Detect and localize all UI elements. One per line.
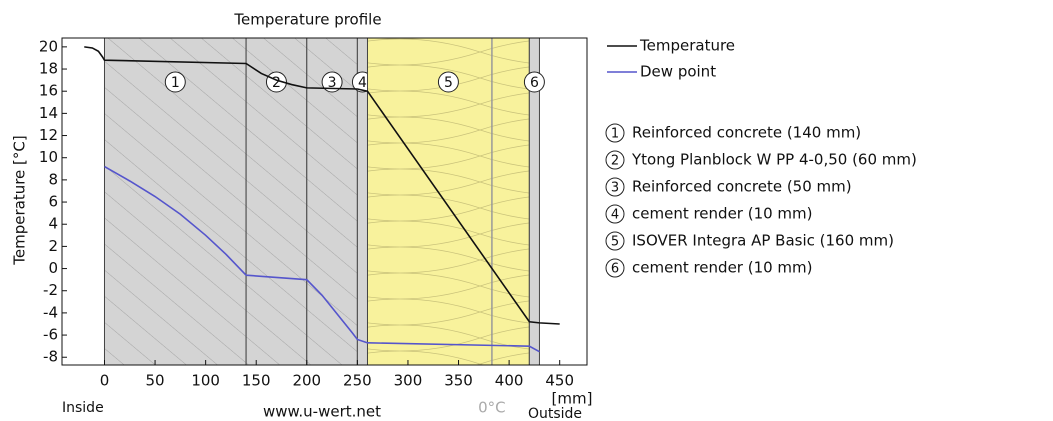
y-tick-label: 2 xyxy=(48,237,58,255)
layer-hatch xyxy=(306,38,358,365)
legend-layer-number: 5 xyxy=(611,235,619,250)
layer-number: 5 xyxy=(444,75,453,91)
legend-layer-label: cement render (10 mm) xyxy=(632,259,813,277)
layer-number: 6 xyxy=(530,75,539,91)
y-tick-label: 12 xyxy=(39,126,58,144)
y-tick-label: 16 xyxy=(39,82,58,100)
plot-frame xyxy=(61,37,588,366)
legend-layer-number: 6 xyxy=(611,262,619,277)
layer xyxy=(529,38,540,365)
y-tick-label: 20 xyxy=(39,37,58,55)
legend-layer-number: 2 xyxy=(611,154,619,169)
layer-number-circle xyxy=(523,71,545,93)
legend-layer-circle xyxy=(605,150,625,170)
legend-layer-number: 3 xyxy=(611,181,619,196)
x-tick-label: 150 xyxy=(242,372,271,390)
inside-label: Inside xyxy=(62,400,104,416)
layer-number: 1 xyxy=(171,75,180,91)
legend-label: Temperature xyxy=(639,37,735,55)
y-tick-label: 14 xyxy=(39,104,58,122)
layer-number-circle xyxy=(265,71,287,93)
y-axis-label: Temperature [°C] xyxy=(11,135,29,265)
y-tick-label: 8 xyxy=(48,170,58,188)
legend-layer-label: ISOVER Integra AP Basic (160 mm) xyxy=(632,232,894,250)
y-tick-label: -6 xyxy=(43,326,58,344)
legend-layer-circle xyxy=(605,258,625,278)
legend-layer-label: Reinforced concrete (50 mm) xyxy=(632,178,852,196)
x-tick-label: 250 xyxy=(343,372,372,390)
x-tick-label: 300 xyxy=(394,372,423,390)
y-tick-label: 10 xyxy=(39,148,58,166)
x-tick-label: 100 xyxy=(191,372,220,390)
x-tick-label: 50 xyxy=(146,372,165,390)
y-tick-label: 6 xyxy=(48,193,58,211)
legend-layer-circle xyxy=(605,231,625,251)
layer-number: 2 xyxy=(272,75,281,91)
y-tick-label: 4 xyxy=(48,215,58,233)
website: www.u-wert.net xyxy=(263,403,381,421)
series-line xyxy=(104,165,540,353)
x-tick-label: 400 xyxy=(495,372,524,390)
y-tick-label: 0 xyxy=(48,259,58,277)
legend-layer-circle xyxy=(605,204,625,224)
layer-number-circle xyxy=(321,71,343,93)
x-tick-label: 350 xyxy=(444,372,473,390)
layer-number-circle xyxy=(164,71,186,93)
x-unit: [mm] xyxy=(552,390,593,408)
legend-layer-circle xyxy=(605,123,625,143)
legend-layer-label: cement render (10 mm) xyxy=(632,205,813,223)
y-tick-label: -4 xyxy=(43,303,58,321)
x-tick-label: 450 xyxy=(545,372,574,390)
y-tick-label: -8 xyxy=(43,348,58,366)
layer-number-circle xyxy=(437,71,459,93)
layer-number: 4 xyxy=(358,75,367,91)
layer xyxy=(357,38,368,365)
series-line xyxy=(84,46,560,325)
zero-line-label: 0°C xyxy=(478,399,506,417)
legend-layer-label: Ytong Planblock W PP 4-0,50 (60 mm) xyxy=(631,151,917,169)
legend-layer-label: Reinforced concrete (140 mm) xyxy=(632,124,861,142)
legend-layer-number: 4 xyxy=(611,208,619,223)
outside-label: Outside xyxy=(528,406,582,421)
y-tick-label: -2 xyxy=(43,281,58,299)
x-tick-label: 200 xyxy=(292,372,321,390)
legend-label: Dew point xyxy=(640,63,716,81)
x-tick-label: 0 xyxy=(100,372,110,390)
y-tick-label: 18 xyxy=(39,60,58,78)
legend-layer-number: 1 xyxy=(611,127,619,142)
chart-title: Temperature profile xyxy=(233,11,381,29)
legend-layer-circle xyxy=(605,177,625,197)
layer-number: 3 xyxy=(328,75,337,91)
